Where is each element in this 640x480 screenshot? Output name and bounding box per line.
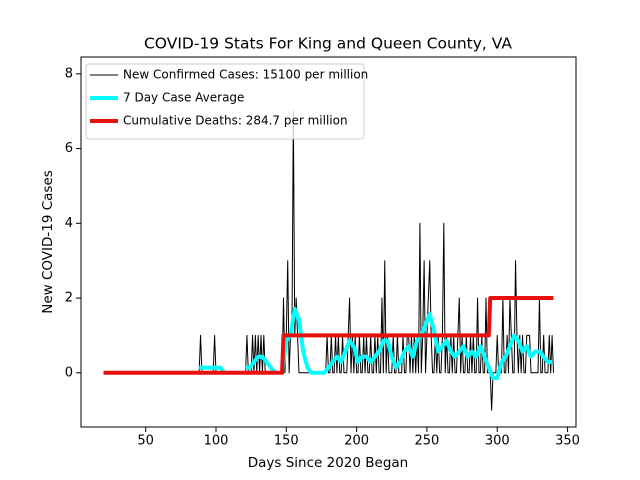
x-tick-label: 350 <box>555 434 580 449</box>
y-tick-label: 6 <box>65 141 73 156</box>
y-tick-label: 4 <box>65 216 73 231</box>
x-axis-label: Days Since 2020 Began <box>248 455 409 471</box>
legend-label: Cumulative Deaths: 284.7 per million <box>123 114 348 128</box>
legend-label: New Confirmed Cases: 15100 per million <box>123 68 368 82</box>
series-line <box>103 296 554 375</box>
x-tick-label: 250 <box>415 434 440 449</box>
y-tick-label: 8 <box>65 66 73 81</box>
x-tick-label: 300 <box>485 434 510 449</box>
y-tick-label: 0 <box>65 365 73 380</box>
x-tick-label: 100 <box>204 434 229 449</box>
series-line <box>199 306 553 381</box>
chart-title: COVID-19 Stats For King and Queen County… <box>144 35 512 53</box>
x-tick-label: 150 <box>274 434 299 449</box>
x-tick-label: 50 <box>137 434 154 449</box>
x-tick-label: 200 <box>344 434 369 449</box>
y-axis-label: New COVID-19 Cases <box>40 170 56 314</box>
plot-frame <box>80 56 577 428</box>
y-tick-label: 2 <box>65 291 73 306</box>
legend-label: 7 Day Case Average <box>123 91 244 105</box>
legend-box <box>85 63 365 140</box>
